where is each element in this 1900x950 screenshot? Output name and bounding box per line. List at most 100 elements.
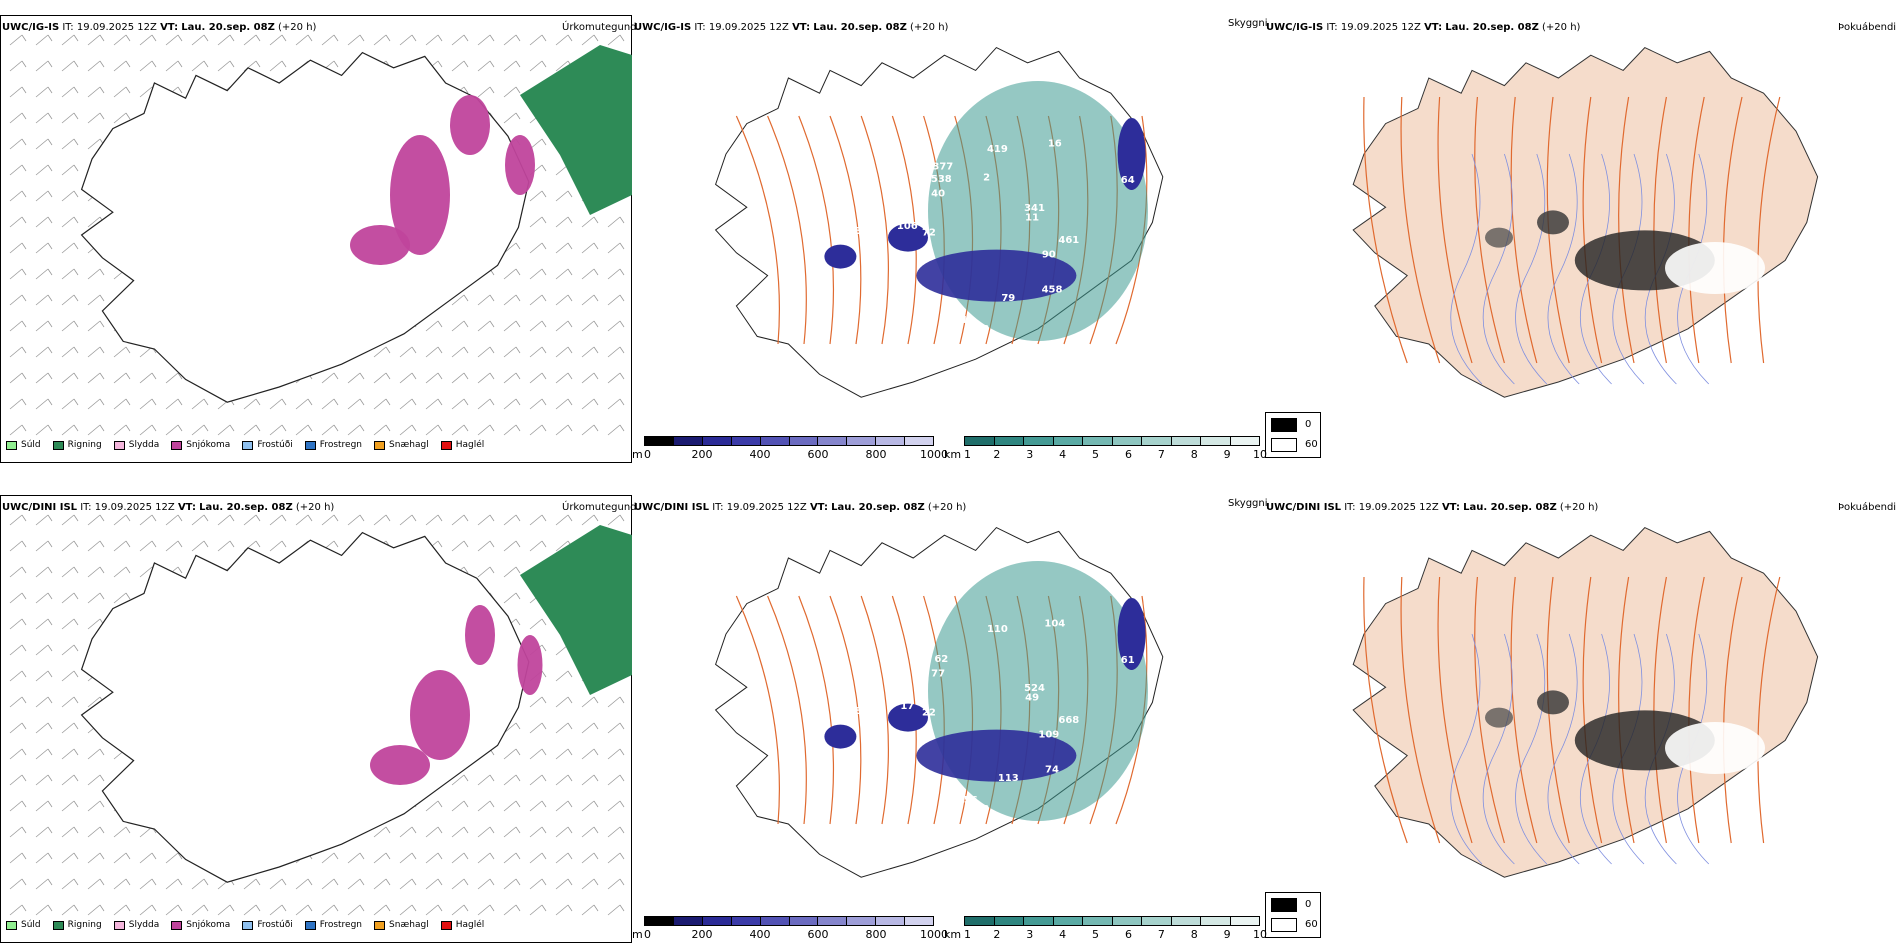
scale-tick: 7 — [1157, 448, 1165, 461]
valid-time: Lau. 20.sep. 08Z — [1445, 22, 1539, 33]
scale-unit: m — [632, 928, 643, 941]
legend-label: Súld — [21, 440, 41, 450]
scale-tick: 200 — [691, 928, 713, 941]
color-step — [876, 437, 906, 445]
cloud-base-label: 77 — [931, 669, 945, 680]
cloud-base-label: 403 — [841, 226, 862, 237]
legend-item: Slydda — [113, 440, 159, 450]
valid-time: Lau. 20.sep. 08Z — [181, 22, 275, 33]
legend-item: Haglél — [440, 920, 484, 930]
color-step — [876, 917, 906, 925]
fog-area — [1485, 227, 1513, 248]
color-step — [731, 437, 761, 445]
legend-item: Snjókoma — [171, 920, 230, 930]
color-bar — [644, 916, 934, 926]
fog-area — [1485, 707, 1513, 728]
cloud-base-label: 22 — [922, 708, 936, 719]
color-step — [1230, 917, 1259, 925]
legend-label: Rigning — [67, 920, 102, 930]
fog-map — [1352, 526, 1819, 878]
legend-swatch — [304, 440, 316, 450]
scale-tick: 4 — [1059, 928, 1067, 941]
cloud-base-label: 62 — [934, 654, 948, 665]
legend-item: Haglél — [440, 440, 484, 450]
color-step — [1024, 437, 1054, 445]
scale-tick: 3 — [1026, 448, 1034, 461]
fog-scale: 0 60 — [1265, 412, 1325, 462]
cloud-base-label: 86 — [834, 208, 848, 219]
legend-swatch — [304, 920, 316, 930]
vis-scale: km 1 2 3 4 5 6 7 8 9 10 — [944, 916, 1267, 946]
legend-label: Snæhagl — [389, 920, 429, 930]
fog-swatch — [1271, 438, 1297, 452]
scale-unit: km — [944, 928, 962, 941]
cloud-base-label: 377 — [932, 161, 953, 172]
panel-header: UWC/IG-IS IT: 19.09.2025 12Z VT: Lau. 20… — [634, 22, 949, 33]
legend-label: Frostregn — [319, 440, 363, 450]
cloud-base-label: 11 — [1025, 213, 1039, 224]
cloud-base-label: 17 — [900, 701, 914, 712]
model-name: UWC/IG-IS — [2, 22, 60, 33]
color-step — [702, 917, 732, 925]
cloud-base-label: 758 — [841, 706, 862, 717]
valid-time: Lau. 20.sep. 08Z — [831, 502, 925, 513]
cloud-base-label: 165 — [902, 124, 923, 135]
legend-item: Frostregn — [304, 920, 362, 930]
precip-panel-frame — [0, 495, 632, 943]
base-scale: m 0 200 400 600 800 1000 — [632, 916, 948, 946]
roads — [1363, 576, 1781, 844]
color-step — [818, 917, 848, 925]
cloud-base-area — [824, 244, 857, 269]
scale-tick: 600 — [807, 928, 829, 941]
color-step — [847, 437, 877, 445]
valid-time: Lau. 20.sep. 08Z — [813, 22, 907, 33]
legend-item: Súld — [6, 440, 41, 450]
scale-tick: 9 — [1223, 928, 1231, 941]
color-step — [1201, 437, 1231, 445]
init-time: 19.09.2025 12Z — [1340, 22, 1421, 33]
legend-swatch — [113, 920, 125, 930]
legend-swatch — [374, 920, 386, 930]
init-time: 19.09.2025 12Z — [1358, 502, 1439, 513]
color-step — [731, 917, 761, 925]
valid-time: Lau. 20.sep. 08Z — [199, 502, 293, 513]
fog-legend-box — [1265, 412, 1321, 458]
model-name: UWC/IG-IS — [1266, 22, 1324, 33]
precip-panel-frame — [0, 15, 632, 463]
color-step — [965, 917, 995, 925]
snow-area — [517, 635, 543, 695]
color-step — [760, 917, 790, 925]
color-bar — [644, 436, 934, 446]
color-step — [645, 437, 674, 445]
snow-area — [370, 745, 430, 785]
init-time: 19.09.2025 12Z — [76, 22, 157, 33]
cloud-base-label: 40 — [931, 189, 945, 200]
scale-tick: 400 — [749, 448, 771, 461]
cloud-base-label: 104 — [1044, 619, 1065, 630]
lead-time: (+20 h) — [278, 22, 317, 33]
scale-tick: 1 — [964, 928, 971, 941]
color-step — [1171, 917, 1201, 925]
scale-tick: 5 — [1092, 928, 1100, 941]
scale-tick: 10 — [1253, 448, 1267, 461]
precip-map — [9, 514, 632, 916]
cloud-base-label: 49 — [960, 315, 974, 326]
cloud-base-area — [888, 223, 928, 252]
scale-tick: 0 — [644, 928, 651, 941]
base-scale: m 0 200 400 600 800 1000 — [632, 436, 948, 466]
legend-label: Súld — [21, 920, 41, 930]
color-step — [673, 437, 703, 445]
lead-time: (+20 h) — [1559, 502, 1599, 513]
cloud-base-label: 458 — [1042, 284, 1063, 295]
fog-label: 60 — [1305, 919, 1318, 930]
legend-item: Frostúði — [242, 440, 293, 450]
precip-map — [9, 34, 632, 436]
cloud-base-label: 110 — [987, 624, 1008, 635]
fog-swatch — [1271, 418, 1297, 432]
model-name: UWC/IG-IS — [634, 22, 692, 33]
legend-item: Súld — [6, 920, 41, 930]
vis-scale: km 1 2 3 4 5 6 7 8 9 10 — [944, 436, 1267, 466]
snow-area — [505, 135, 535, 195]
snow-area — [450, 95, 490, 155]
cloud-title: Skyggni — [1228, 18, 1268, 29]
